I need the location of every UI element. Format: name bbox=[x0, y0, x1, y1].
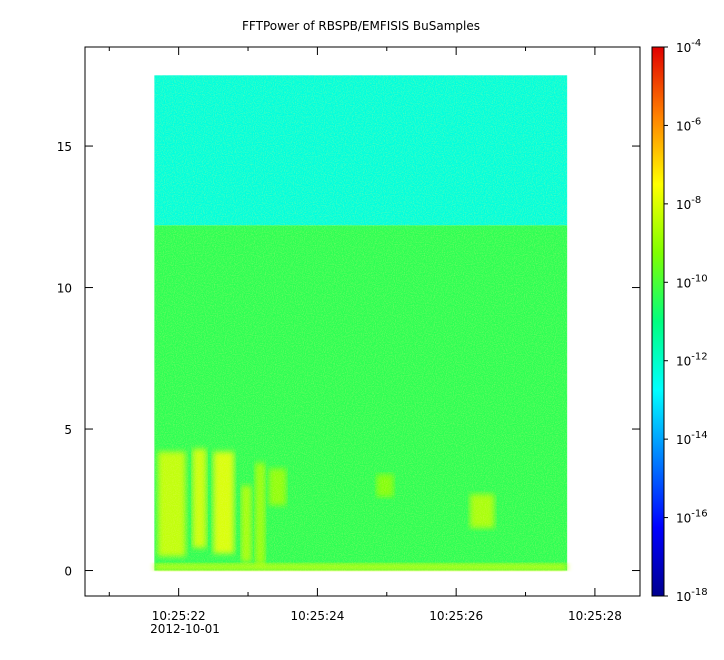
colorbar-tick-exponent: -6 bbox=[691, 116, 701, 127]
colorbar-tick-exponent: -18 bbox=[691, 587, 707, 598]
colorbar-tick-label: 10-4 bbox=[676, 38, 701, 55]
colorbar-tick-label: 10-12 bbox=[676, 352, 708, 369]
colorbar-tick-label: 10-14 bbox=[676, 430, 708, 447]
colorbar-tick-label: 10-18 bbox=[676, 587, 708, 604]
colorbar-tick-exponent: -16 bbox=[691, 509, 707, 520]
colorbar-tick-label: 10-6 bbox=[676, 116, 701, 133]
colorbar-tick-label: 10-8 bbox=[676, 195, 701, 212]
colorbar-tick-label: 10-10 bbox=[676, 273, 708, 290]
y-tick-label: 0 bbox=[64, 565, 72, 579]
x-tick-label: 10:25:22 bbox=[152, 609, 206, 623]
colorbar-tick-exponent: -14 bbox=[691, 430, 707, 441]
x-tick-label: 10:25:26 bbox=[429, 609, 483, 623]
colorbar bbox=[651, 46, 665, 597]
colorbar-tick-exponent: -12 bbox=[691, 352, 707, 363]
y-tick-label: 15 bbox=[57, 140, 72, 154]
chart-title: FFTPower of RBSPB/EMFISIS BuSamples bbox=[242, 19, 480, 33]
colorbar-axis: 10-4 10-6 10-8 10-10 10-12 10-14 10-16 10-18 bbox=[664, 38, 708, 604]
y-axis: 0 5 10 15 bbox=[57, 140, 640, 579]
noise-texture bbox=[154, 75, 568, 571]
colorbar-tick-exponent: -8 bbox=[691, 195, 701, 206]
colorbar-tick-exponent: -4 bbox=[691, 38, 701, 49]
colorbar-tick-label: 10-16 bbox=[676, 509, 708, 526]
y-tick-label: 5 bbox=[64, 423, 72, 437]
colorbar-tick-exponent: -10 bbox=[691, 273, 707, 284]
x-axis: 10:25:22 10:25:24 10:25:26 10:25:28 bbox=[108, 47, 622, 623]
y-tick-label: 10 bbox=[57, 282, 72, 296]
x-tick-label: 10:25:28 bbox=[568, 609, 622, 623]
x-tick-label: 10:25:24 bbox=[290, 609, 344, 623]
x-axis-date-label: 2012-10-01 bbox=[150, 622, 220, 636]
